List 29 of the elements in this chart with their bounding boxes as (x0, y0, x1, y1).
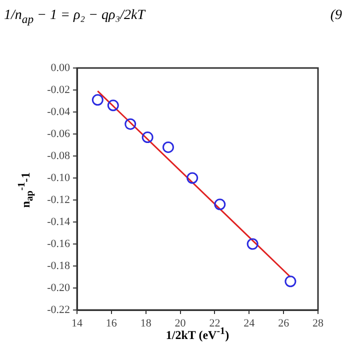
y-tick-label: -0.02 (47, 84, 70, 96)
text: 1/n$_{ap}$ − 1 = ρ₂ − qρ₃/2kT (4, 8, 145, 28)
y-tick-label: -0.10 (47, 172, 70, 184)
point (284, 276, 296, 288)
point (246, 238, 258, 250)
point (186, 172, 198, 184)
point (142, 132, 154, 144)
y-tick-label: -0.08 (47, 150, 70, 162)
y-tick-label: -0.14 (47, 216, 70, 228)
x-tick-label: 28 (312, 317, 324, 330)
y-tick-label: 0.00 (50, 62, 70, 74)
x-tick-label: 14 (72, 317, 83, 330)
y-tick-label: -0.22 (47, 304, 70, 316)
y-tick-label: -0.04 (47, 106, 70, 118)
y-tick-label: -0.06 (47, 128, 70, 140)
point (92, 94, 104, 106)
point (124, 118, 136, 130)
text: (9 (330, 8, 342, 25)
point (162, 141, 174, 153)
point (107, 100, 119, 112)
y-tick-label: -0.20 (47, 282, 70, 294)
y-tick-label: -0.12 (47, 194, 70, 206)
x-tick-label: 26 (278, 317, 290, 330)
x-tick-label: 16 (106, 317, 118, 330)
x-tick-label: 18 (140, 317, 152, 330)
y-tick-label: -0.16 (47, 238, 70, 250)
y-tick-label: -0.18 (47, 260, 70, 272)
x-tick-label: 24 (244, 317, 256, 330)
point (214, 198, 226, 210)
